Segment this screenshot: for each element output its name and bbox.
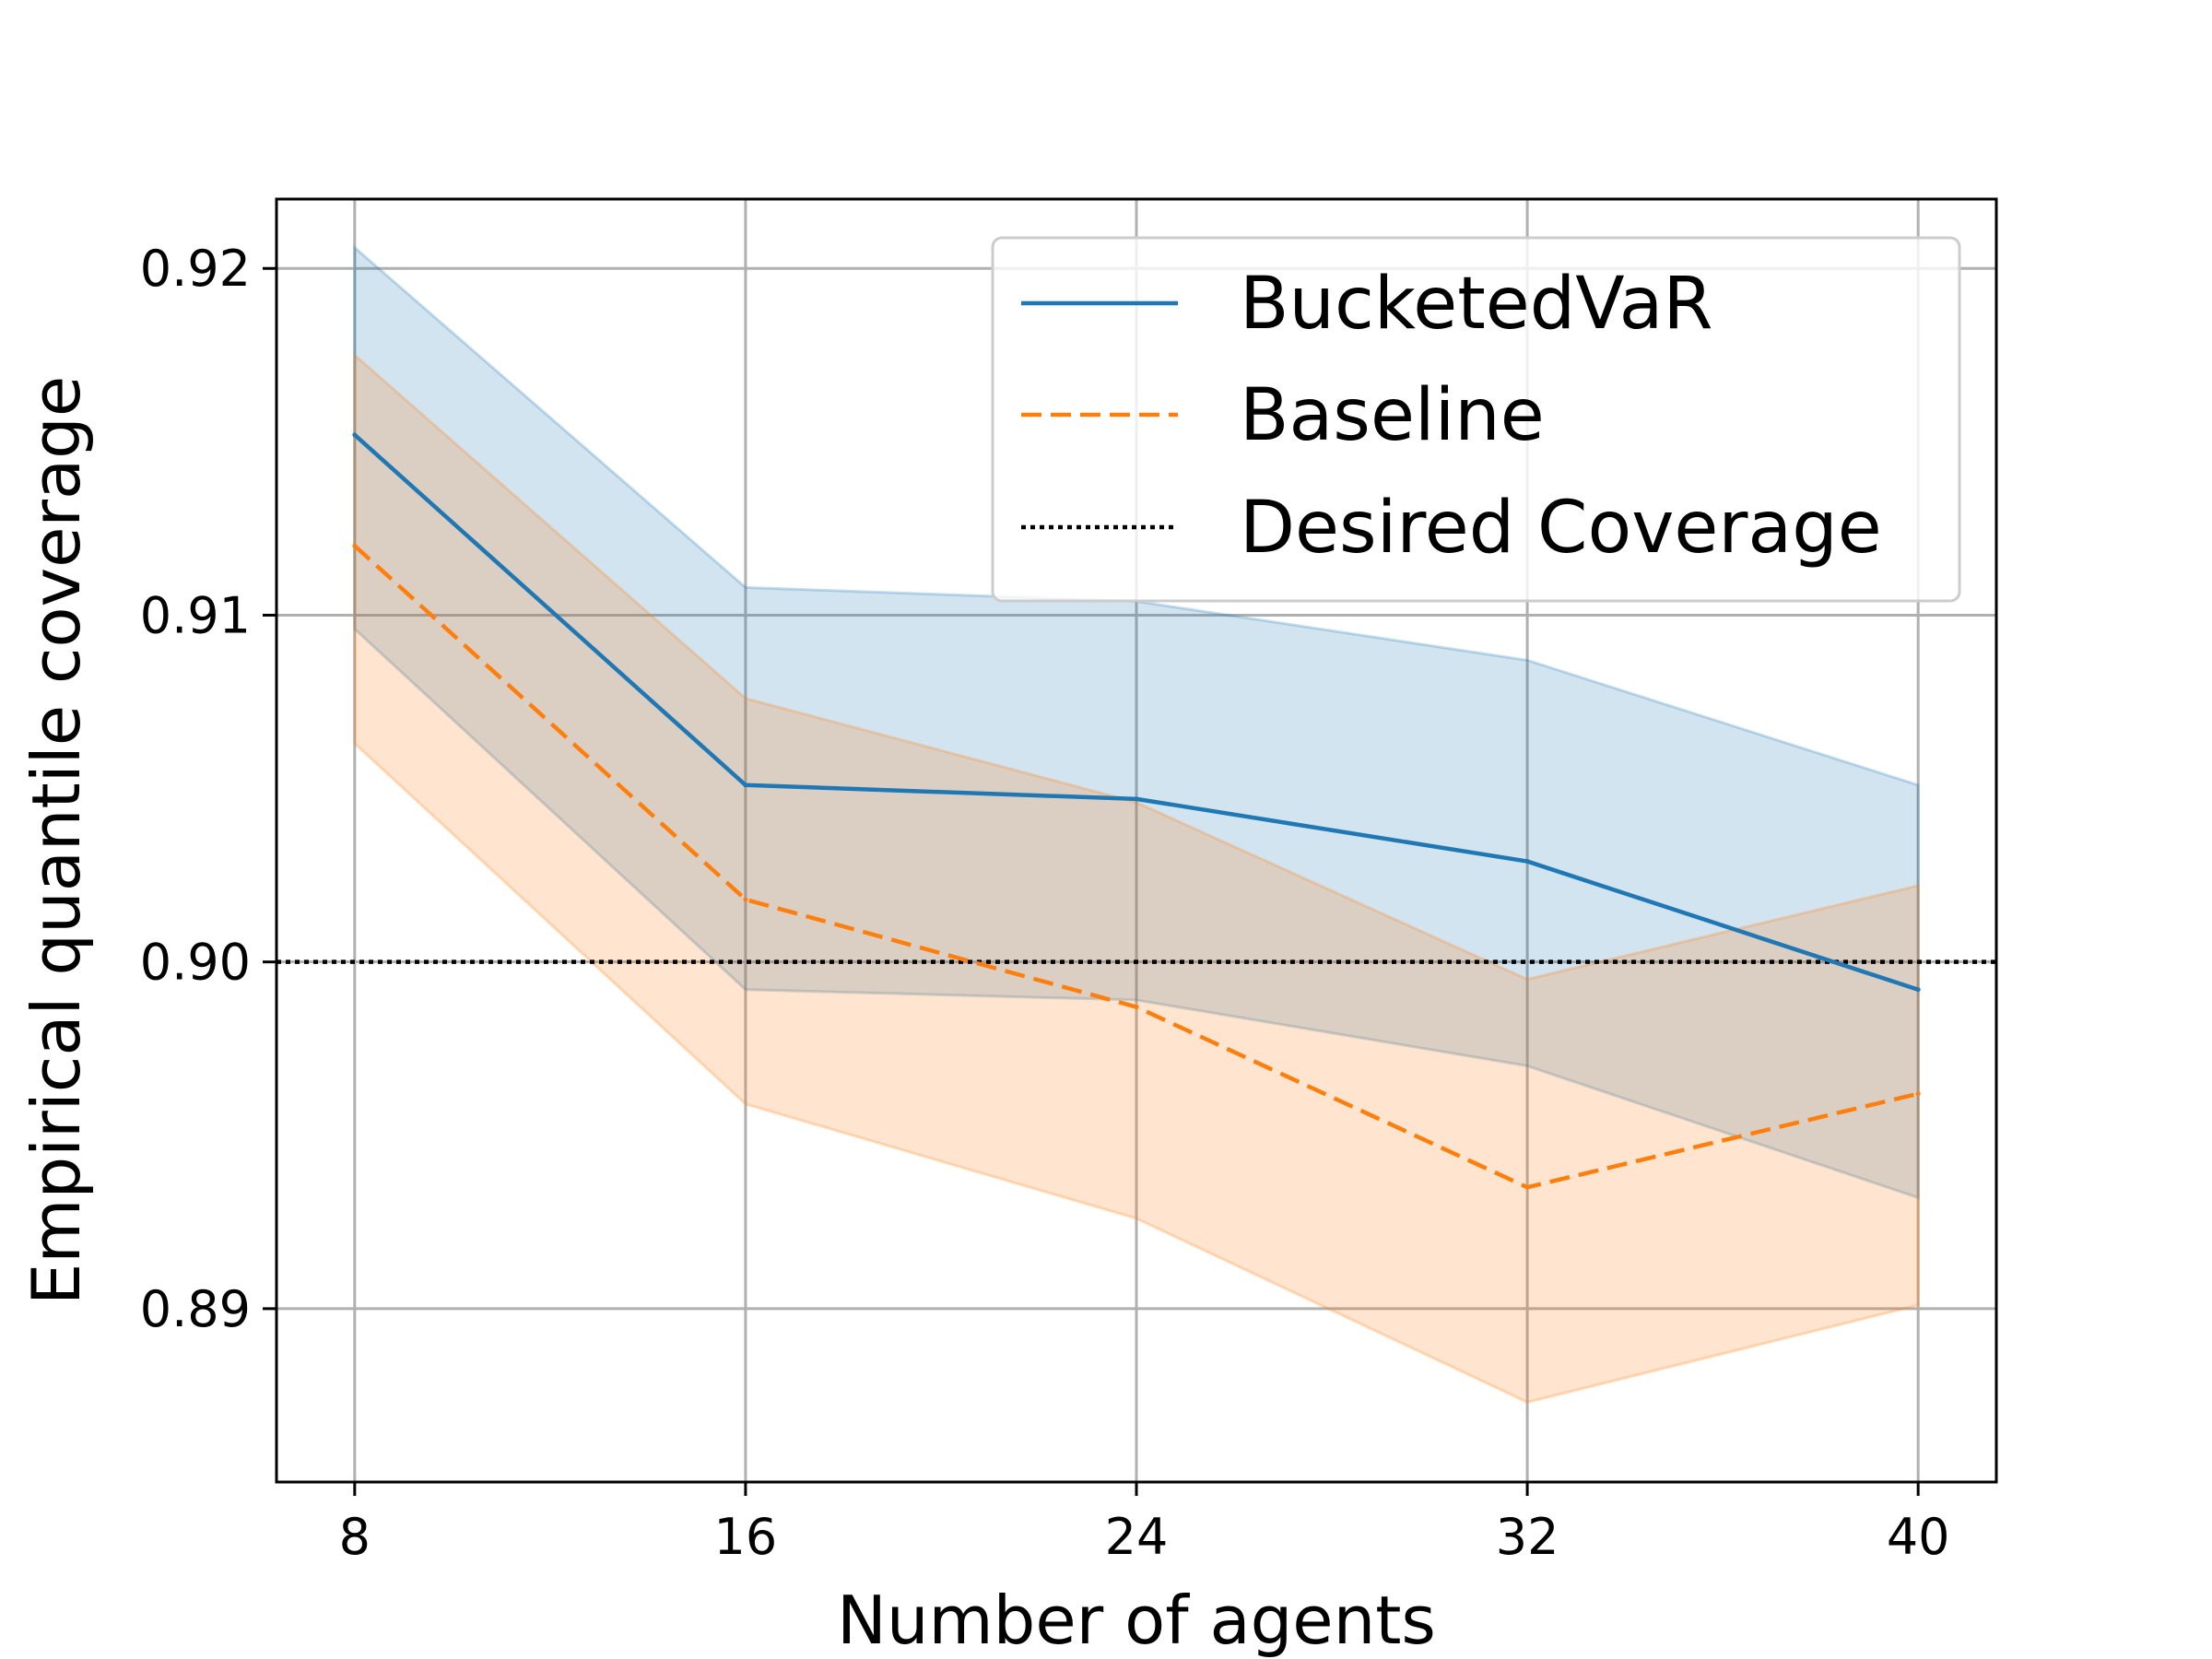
legend-label-desired-coverage: Desired Coverage: [1240, 487, 1882, 570]
y-axis-title: Empirical quantile coverage: [18, 376, 95, 1305]
x-axis-title: Number of agents: [837, 1582, 1436, 1659]
series-lines: [352, 432, 1921, 1190]
y-tick-label: 0.92: [140, 240, 251, 298]
y-tick-label: 0.90: [140, 934, 251, 992]
x-tick-label: 8: [339, 1508, 371, 1566]
data-point-baseline: [1134, 1005, 1139, 1010]
data-point-bucketedvar: [1915, 987, 1921, 993]
legend-label-bucketedvar: BucketedVaR: [1240, 263, 1713, 346]
data-point-baseline: [743, 897, 748, 902]
data-point-baseline: [352, 543, 358, 548]
data-point-bucketedvar: [1524, 859, 1530, 865]
band-baseline: [353, 351, 1920, 1405]
y-tick-label: 0.91: [140, 586, 251, 644]
x-tick-label: 24: [1105, 1508, 1169, 1566]
data-point-bucketedvar: [352, 432, 358, 438]
x-tick-label: 32: [1496, 1508, 1559, 1566]
ticks: 8 16 24 32 40 0.89 0.90 0.91 0.92: [140, 240, 1950, 1566]
y-tick-label: 0.89: [140, 1280, 251, 1338]
data-point-bucketedvar: [743, 782, 748, 788]
x-tick-label: 40: [1887, 1508, 1950, 1566]
legend: BucketedVaR Baseline Desired Coverage: [991, 236, 1961, 603]
legend-box: [991, 236, 1961, 603]
x-tick-label: 16: [714, 1508, 778, 1566]
data-point-baseline: [1915, 1091, 1921, 1097]
data-point-baseline: [1524, 1184, 1530, 1190]
data-point-bucketedvar: [1134, 796, 1139, 802]
legend-label-baseline: Baseline: [1240, 374, 1545, 457]
